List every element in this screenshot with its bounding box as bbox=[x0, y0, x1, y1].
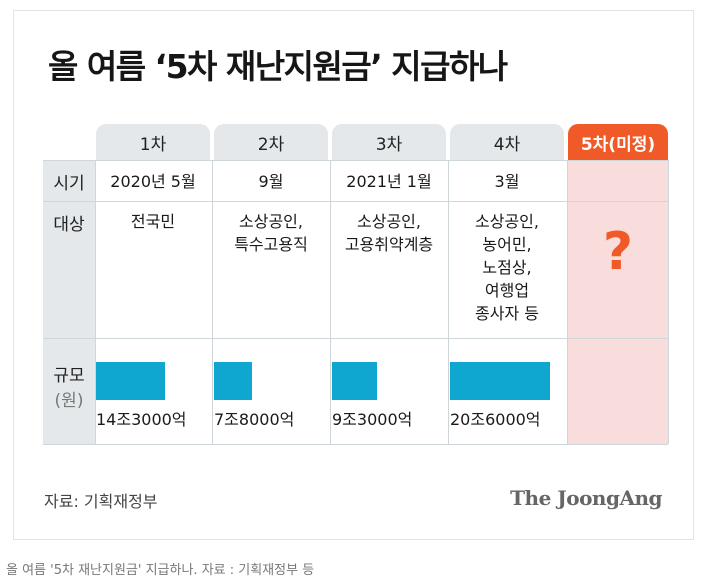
row-label-scale-unit: (원) bbox=[54, 391, 84, 411]
grid-line bbox=[43, 444, 668, 445]
period-cell-1: 2020년 5월 bbox=[110, 172, 196, 191]
image-caption: 올 여름 '5차 재난지원금' 지급하나. 자료 : 기획재정부 등 bbox=[6, 563, 315, 578]
row-label-period: 시기 bbox=[43, 161, 95, 201]
scale-bar-4 bbox=[450, 362, 550, 400]
grid-line bbox=[43, 160, 668, 161]
row-label-target: 대상 bbox=[43, 202, 95, 338]
target-line: 소상공인, bbox=[357, 212, 421, 231]
row-label-period-text: 시기 bbox=[53, 173, 85, 194]
scale-label-4: 20조6000억 bbox=[450, 410, 541, 429]
row-label-target-text: 대상 bbox=[53, 215, 85, 235]
column-header-4: 4차 bbox=[450, 124, 564, 160]
grid-line bbox=[43, 201, 668, 202]
target-cell-3: 소상공인, 고용취약계층 bbox=[332, 210, 446, 256]
target-line: 고용취약계층 bbox=[344, 235, 434, 254]
target-line: 농어민, bbox=[482, 235, 532, 254]
scale-bar-2 bbox=[214, 362, 252, 400]
grid-line bbox=[330, 160, 331, 444]
source-text: 자료: 기획재정부 bbox=[44, 492, 158, 511]
target-cell-2: 소상공인, 특수고용직 bbox=[214, 210, 328, 256]
grid-line bbox=[43, 338, 668, 339]
grid-line bbox=[448, 160, 449, 444]
column-header-3: 3차 bbox=[332, 124, 446, 160]
column-header-5: 5차(미정) bbox=[568, 124, 668, 160]
target-line: 소상공인, bbox=[239, 212, 303, 231]
target-line: 종사자 등 bbox=[475, 304, 539, 323]
target-cell-1: 전국민 bbox=[96, 210, 210, 233]
grid-line bbox=[567, 160, 568, 444]
chart-title: 올 여름 ‘5차 재난지원금’ 지급하나 bbox=[48, 47, 508, 86]
period-cell-4: 3월 bbox=[494, 172, 520, 191]
column-header-2: 2차 bbox=[214, 124, 328, 160]
scale-label-3: 9조3000억 bbox=[332, 410, 413, 429]
scale-label-1: 14조3000억 bbox=[96, 410, 187, 429]
question-mark: ? bbox=[602, 222, 634, 282]
scale-bar-3 bbox=[332, 362, 377, 400]
row-label-scale: 규모 (원) bbox=[43, 339, 95, 444]
column-header-1: 1차 bbox=[96, 124, 210, 160]
target-line: 소상공인, bbox=[475, 212, 539, 231]
undecided-column-bg bbox=[568, 160, 668, 444]
target-line: 전국민 bbox=[130, 212, 176, 231]
grid-line bbox=[212, 160, 213, 444]
period-cell-2: 9월 bbox=[258, 172, 284, 191]
period-cell-3: 2021년 1월 bbox=[346, 172, 432, 191]
row-label-scale-text: 규모 bbox=[53, 366, 85, 386]
brand-logo: The JoongAng bbox=[510, 486, 662, 510]
grid-line bbox=[668, 160, 669, 444]
target-line: 노점상, bbox=[482, 258, 532, 277]
target-cell-4: 소상공인, 농어민, 노점상, 여행업 종사자 등 bbox=[450, 210, 564, 325]
target-line: 여행업 bbox=[484, 281, 530, 300]
scale-label-2: 7조8000억 bbox=[214, 410, 295, 429]
target-line: 특수고용직 bbox=[234, 235, 308, 254]
scale-bar-1 bbox=[96, 362, 165, 400]
grid-line bbox=[95, 160, 96, 444]
